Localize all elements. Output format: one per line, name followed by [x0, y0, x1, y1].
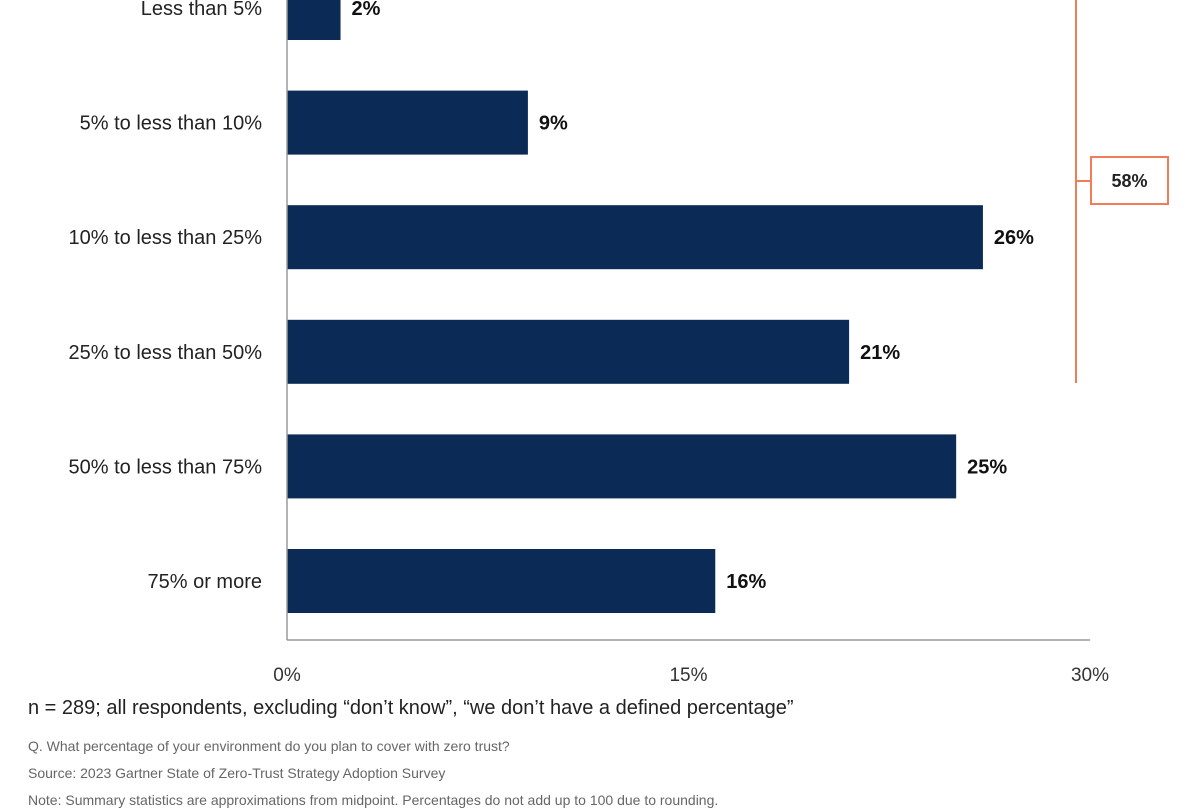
value-label: 16%	[726, 571, 766, 593]
x-tick-label: 0%	[273, 665, 301, 686]
bar-5pct-to-less-than-10pct	[287, 90, 528, 155]
bracket-annotation: 58%	[1075, 0, 1169, 383]
value-label: 21%	[860, 342, 900, 364]
note-text: Note: Summary statistics are approximati…	[28, 792, 719, 808]
bars-group: Less than 5% 2% 5% to less than 10% 9% 10% t…	[69, 0, 1034, 613]
bracket-box	[1090, 156, 1169, 205]
bracket-label: 58%	[1111, 171, 1147, 191]
value-label: 26%	[994, 227, 1034, 249]
bar-75pct-or-more	[287, 549, 716, 613]
category-label: 10% to less than 25%	[69, 227, 263, 249]
bar-10pct-to-less-than-25pct	[287, 205, 983, 270]
value-label: 9%	[539, 113, 568, 135]
x-tick-label: 15%	[669, 665, 707, 686]
category-label: Less than 5%	[141, 0, 262, 20]
x-ticks-group: 0% 15% 30%	[273, 665, 1109, 686]
category-label: 75% or more	[148, 571, 263, 593]
category-label: 50% to less than 75%	[69, 456, 263, 478]
value-label: 2%	[352, 0, 381, 20]
x-tick-label: 30%	[1071, 665, 1109, 686]
source-note: Source: 2023 Gartner State of Zero-Trust…	[28, 765, 446, 781]
bar-chart: Less than 5% 2% 5% to less than 10% 9% 10% t…	[69, 0, 1169, 686]
category-label: 25% to less than 50%	[69, 342, 263, 364]
question-note: Q. What percentage of your environment d…	[28, 738, 510, 754]
sample-note: n = 289; all respondents, excluding “don…	[28, 697, 794, 719]
category-label: 5% to less than 10%	[80, 113, 263, 135]
bar-25pct-to-less-than-50pct	[287, 319, 850, 384]
bar-50pct-to-less-than-75pct	[287, 434, 957, 499]
value-label: 25%	[967, 456, 1007, 478]
bar-less-than-5pct	[287, 0, 341, 40]
